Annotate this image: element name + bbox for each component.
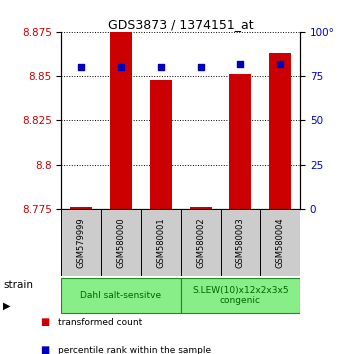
Text: GSM580004: GSM580004 (276, 217, 285, 268)
Bar (181, 278, 300, 313)
Bar (110, 0, 132, 209)
Text: ■: ■ (40, 317, 49, 327)
Text: GSM580001: GSM580001 (156, 217, 165, 268)
Bar (269, 53, 291, 209)
Bar (260, 209, 300, 276)
Text: transformed count: transformed count (58, 318, 142, 327)
Bar (229, 74, 251, 209)
Point (118, 64, 124, 70)
Point (238, 61, 243, 67)
Text: ▶: ▶ (3, 301, 11, 311)
Text: Dahl salt-sensitve: Dahl salt-sensitve (80, 291, 162, 300)
Text: GSM579999: GSM579999 (77, 217, 86, 268)
Text: GSM580003: GSM580003 (236, 217, 245, 268)
Point (158, 64, 164, 70)
Bar (101, 209, 141, 276)
Bar (61, 209, 101, 276)
Bar (190, 207, 211, 209)
Text: ■: ■ (40, 346, 49, 354)
Text: percentile rank within the sample: percentile rank within the sample (58, 346, 211, 354)
Text: GSM580002: GSM580002 (196, 217, 205, 268)
Bar (221, 209, 260, 276)
Text: S.LEW(10)x12x2x3x5
congenic: S.LEW(10)x12x2x3x5 congenic (192, 286, 289, 305)
Title: GDS3873 / 1374151_at: GDS3873 / 1374151_at (108, 18, 254, 31)
Bar (61, 278, 181, 313)
Bar (70, 207, 92, 209)
Bar (150, 80, 172, 209)
Point (198, 64, 203, 70)
Text: GSM580000: GSM580000 (117, 217, 125, 268)
Point (278, 61, 283, 67)
Text: strain: strain (3, 280, 33, 290)
Bar (181, 209, 221, 276)
Point (78, 64, 84, 70)
Bar (141, 209, 181, 276)
